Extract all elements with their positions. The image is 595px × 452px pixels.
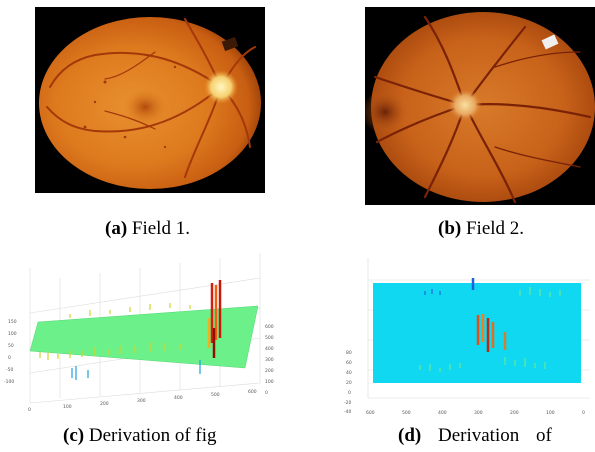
plot-c-ytick: -100: [4, 379, 14, 385]
plot-d-xtick: 100: [546, 410, 555, 416]
plot-c-xtick: 400: [174, 395, 183, 401]
plot-c-xtick: 500: [211, 392, 220, 398]
plot-c-ytick: 0: [8, 355, 11, 361]
plot-c-ztick: 200: [265, 368, 274, 374]
plot-d-xtick: 400: [438, 410, 447, 416]
plot-c-ytick: 150: [8, 319, 17, 325]
plot-c-xtick: 100: [63, 404, 72, 410]
plot-c-xtick: 0: [28, 407, 31, 413]
plot-d-ytick: 20: [346, 380, 352, 386]
plot-c-ztick: 400: [265, 346, 274, 352]
plot-c-ytick: 100: [8, 331, 17, 337]
derivation-plot-c: 150 100 50 0 -50 -100 0 100 200 300 400 …: [0, 248, 290, 420]
caption-d-label: (d): [398, 425, 422, 446]
plot-d-ytick: 60: [346, 360, 352, 366]
plot-c-ztick: 300: [265, 357, 274, 363]
plot-d-ytick: -40: [344, 409, 351, 415]
caption-a: (a) Field 1.: [105, 218, 190, 240]
plot-c-ztick: 100: [265, 379, 274, 385]
caption-a-text: Field 1.: [131, 218, 190, 239]
caption-d: (d) Derivation of: [398, 425, 552, 447]
derivation-plot-d: 80 60 40 20 0 -20 -40 600 500 400 300 20…: [340, 250, 595, 420]
plot-d-ytick: -20: [344, 400, 351, 406]
caption-c: (c) Derivation of fig: [63, 425, 217, 447]
caption-b-label: (b): [438, 218, 462, 239]
plot-c-ztick: 600: [265, 324, 274, 330]
fundus-image-field-1: [35, 7, 265, 193]
plot-c-xtick: 200: [100, 401, 109, 407]
caption-c-label: (c): [63, 425, 85, 446]
plot-d-xtick: 300: [474, 410, 483, 416]
plot-c-xtick: 300: [137, 398, 146, 404]
plot-c-ztick: 0: [265, 390, 268, 396]
plot-d-ytick: 80: [346, 350, 352, 356]
plot-d-xtick: 0: [582, 410, 585, 416]
plot-d-xtick: 600: [366, 410, 375, 416]
caption-d-text: Derivation of: [437, 425, 552, 446]
plot-d-xtick: 500: [402, 410, 411, 416]
plot-c-xtick: 600: [248, 389, 257, 395]
plot-d-ytick: 0: [348, 390, 351, 396]
plot-c-ztick: 500: [265, 335, 274, 341]
caption-b-text: Field 2.: [465, 218, 525, 239]
plot-c-ytick: 50: [8, 343, 14, 349]
caption-a-label: (a): [105, 218, 128, 239]
fundus-image-field-2: [361, 7, 595, 205]
plot-d-xtick: 200: [510, 410, 519, 416]
caption-b: (b) Field 2.: [438, 218, 524, 240]
plot-d-ytick: 40: [346, 370, 352, 376]
plot-c-ytick: -50: [6, 367, 13, 373]
caption-c-text: Derivation of fig: [88, 425, 217, 446]
